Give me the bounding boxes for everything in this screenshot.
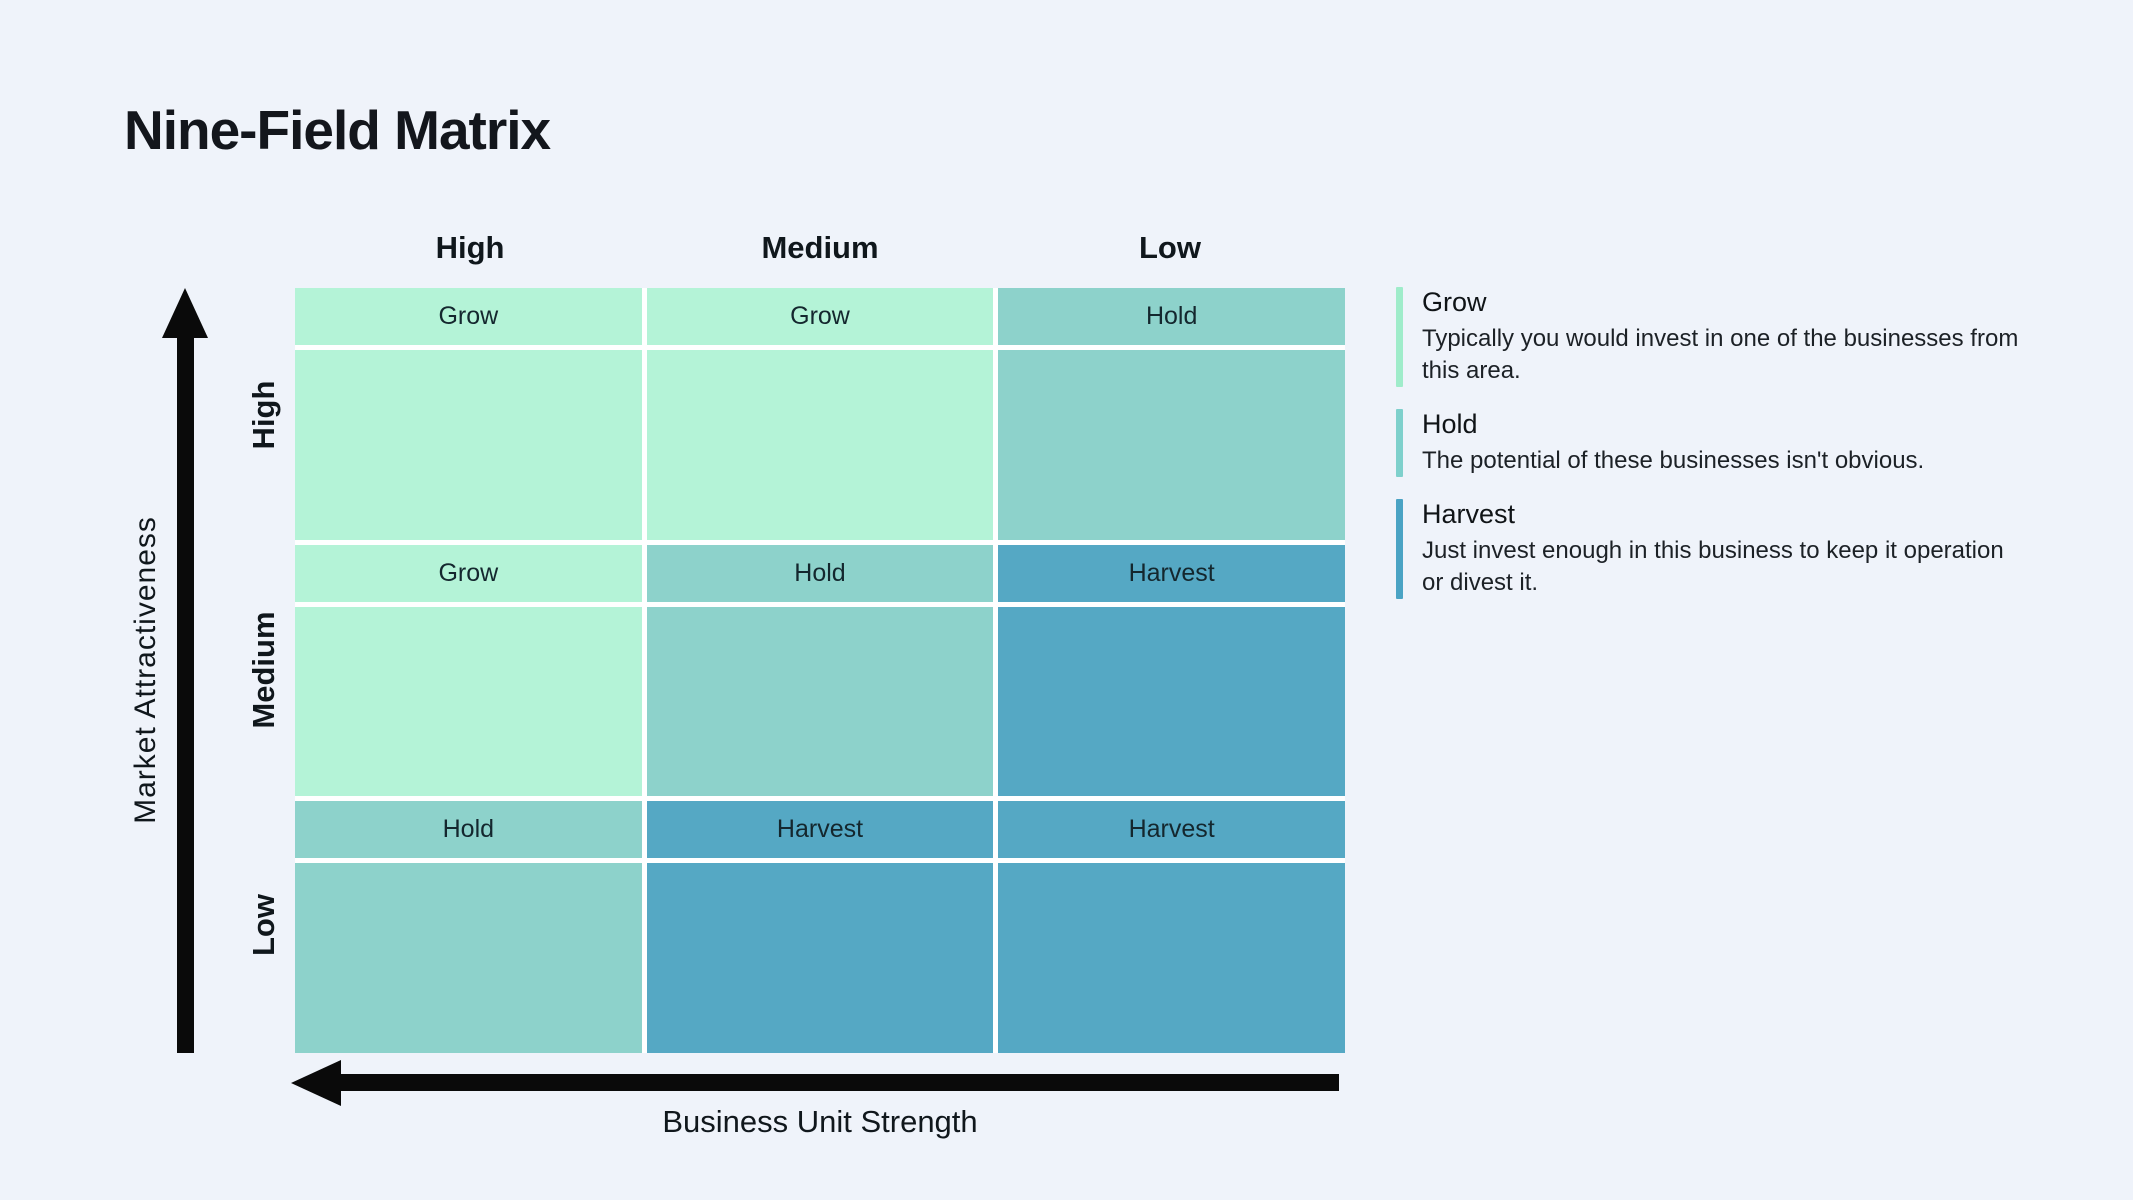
row-label-high: High <box>246 380 281 450</box>
matrix-cell-r3c3-label-band: Harvest <box>998 801 1345 859</box>
legend-color-bar-grow <box>1396 287 1403 387</box>
matrix-cell-label: Grow <box>438 558 499 587</box>
matrix-cell-r1c3-body <box>998 350 1345 540</box>
matrix-cell-r2c2-label-band: Hold <box>646 544 994 602</box>
legend-description: Typically you would invest in one of the… <box>1422 325 2019 384</box>
matrix-cell-label: Harvest <box>1128 815 1215 844</box>
column-header-medium: Medium <box>761 230 879 265</box>
matrix-cell-label: Harvest <box>776 815 864 844</box>
column-headers: High Medium Low <box>295 230 1345 266</box>
legend-color-bar-hold <box>1396 409 1403 477</box>
matrix-cell-r2c3-body <box>998 606 1345 797</box>
matrix-cell-label: Hold <box>794 558 846 587</box>
matrix-cell-r3c2-label-band: Harvest <box>646 801 994 859</box>
matrix-cell-r3c1-body <box>295 863 642 1053</box>
y-axis-arrow-shaft <box>177 332 194 1053</box>
page-title: Nine-Field Matrix <box>124 99 551 161</box>
matrix-cell-r3c2-body <box>646 863 994 1053</box>
legend-entry-grow: Grow Typically you would invest in one o… <box>1396 287 2036 387</box>
row-label-medium: Medium <box>246 611 281 729</box>
matrix-cell-label: Grow <box>790 302 850 330</box>
y-axis-arrow-up-icon <box>162 288 208 338</box>
legend: Grow Typically you would invest in one o… <box>1396 287 2036 621</box>
matrix-cell-r1c2-label-band: Grow <box>646 288 994 345</box>
legend-color-bar-harvest <box>1396 499 1403 599</box>
legend-term: Hold <box>1422 409 1478 439</box>
column-header-high: High <box>435 230 505 265</box>
matrix-cell-r3c1-label-band: Hold <box>295 801 642 859</box>
legend-entry-harvest: Harvest Just invest enough in this busin… <box>1396 499 2036 599</box>
matrix-cell-r3c3-body <box>998 863 1345 1053</box>
x-axis-arrow-shaft <box>338 1074 1339 1091</box>
matrix-cell-r1c2-body <box>646 350 994 540</box>
row-label-low: Low <box>246 894 281 956</box>
matrix-cell-r2c1-label-band: Grow <box>295 544 642 602</box>
x-axis-title: Business Unit Strength <box>662 1104 978 1139</box>
column-header-low: Low <box>1139 230 1201 265</box>
matrix-grid: Grow Grow Hold Grow Hold Harvest Hold Ha… <box>295 288 1345 1053</box>
matrix-cell-label: Grow <box>438 302 499 330</box>
legend-term: Harvest <box>1422 499 1516 529</box>
matrix-cell-r2c1-body <box>295 606 642 797</box>
legend-description: The potential of these businesses isn't … <box>1422 447 1925 474</box>
legend-term: Grow <box>1422 287 1487 317</box>
matrix-cell-r1c1-body <box>295 350 642 540</box>
legend-entry-hold: Hold The potential of these businesses i… <box>1396 409 2036 477</box>
matrix-cell-r2c2-body <box>646 606 994 797</box>
matrix-cell-label: Hold <box>442 815 495 844</box>
matrix-cell-label: Hold <box>1145 302 1198 330</box>
matrix-cell-r1c1-label-band: Grow <box>295 288 642 345</box>
y-axis-title: Market Attractiveness <box>129 516 162 824</box>
legend-description: Just invest enough in this business to k… <box>1422 537 2004 596</box>
matrix-cell-r2c3-label-band: Harvest <box>998 544 1345 602</box>
x-axis-arrow-left-icon <box>291 1060 341 1106</box>
matrix-cell-r1c3-label-band: Hold <box>998 288 1345 345</box>
matrix-cell-label: Harvest <box>1128 558 1215 587</box>
